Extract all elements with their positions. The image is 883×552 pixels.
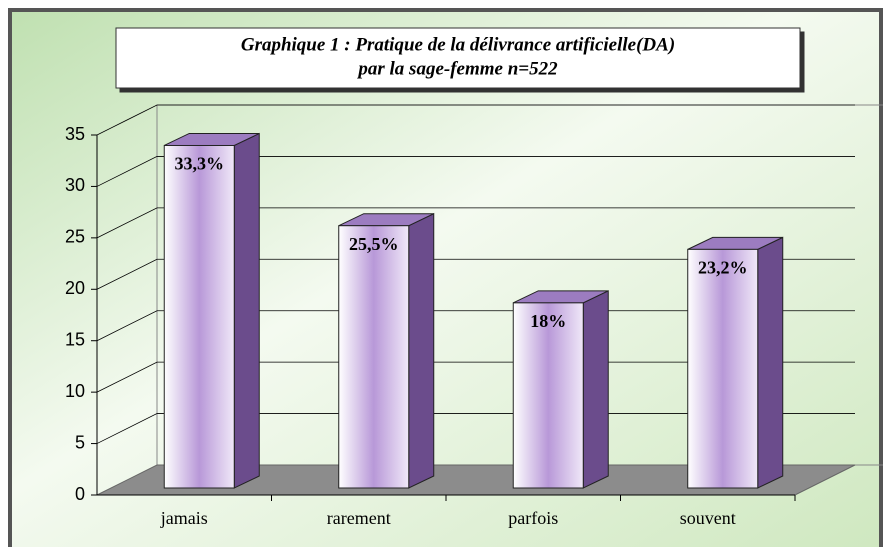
y-tick-label: 30 xyxy=(65,175,85,195)
frame-top xyxy=(8,8,883,12)
data-label: 25,5% xyxy=(349,234,399,254)
grid-line xyxy=(96,413,855,444)
plot: 0 5 10 15 20 25 30 35 jamais 33,3% rarement 25,5% pa… xyxy=(65,104,883,528)
bar-side xyxy=(757,236,784,489)
title-box xyxy=(115,27,801,89)
data-label: 23,2% xyxy=(698,257,748,277)
data-label: 33,3% xyxy=(175,154,225,174)
frame-right xyxy=(879,8,883,547)
bar xyxy=(338,225,410,489)
chart-title: Graphique 1 : Pratique de la délivrance … xyxy=(241,34,675,55)
x-tick-label: parfois xyxy=(508,508,558,528)
bar-side xyxy=(582,290,609,489)
grid-line xyxy=(96,310,855,342)
frame-left xyxy=(8,8,12,547)
grid-line xyxy=(96,258,855,290)
bar-side xyxy=(233,132,260,489)
y-tick-label: 35 xyxy=(65,124,85,144)
y-tick-label: 15 xyxy=(65,329,85,349)
y-tick-label: 20 xyxy=(65,278,85,298)
grid-line xyxy=(96,156,855,187)
grid-line xyxy=(96,361,855,393)
bar xyxy=(163,144,235,489)
chart-title: par la sage-femme n=522 xyxy=(356,58,558,79)
bar-side xyxy=(408,212,435,489)
x-tick-label: rarement xyxy=(327,508,391,528)
y-tick-label: 25 xyxy=(65,227,85,247)
data-label: 18% xyxy=(530,311,566,331)
y-tick-label: 0 xyxy=(75,484,85,504)
y-tick-label: 10 xyxy=(65,381,85,401)
bar xyxy=(687,248,759,489)
x-tick-label: souvent xyxy=(680,508,736,528)
y-tick-label: 5 xyxy=(75,432,85,452)
grid-line xyxy=(96,207,855,239)
x-tick-label: jamais xyxy=(160,508,208,528)
grid-line xyxy=(96,104,855,136)
bar xyxy=(512,302,584,489)
